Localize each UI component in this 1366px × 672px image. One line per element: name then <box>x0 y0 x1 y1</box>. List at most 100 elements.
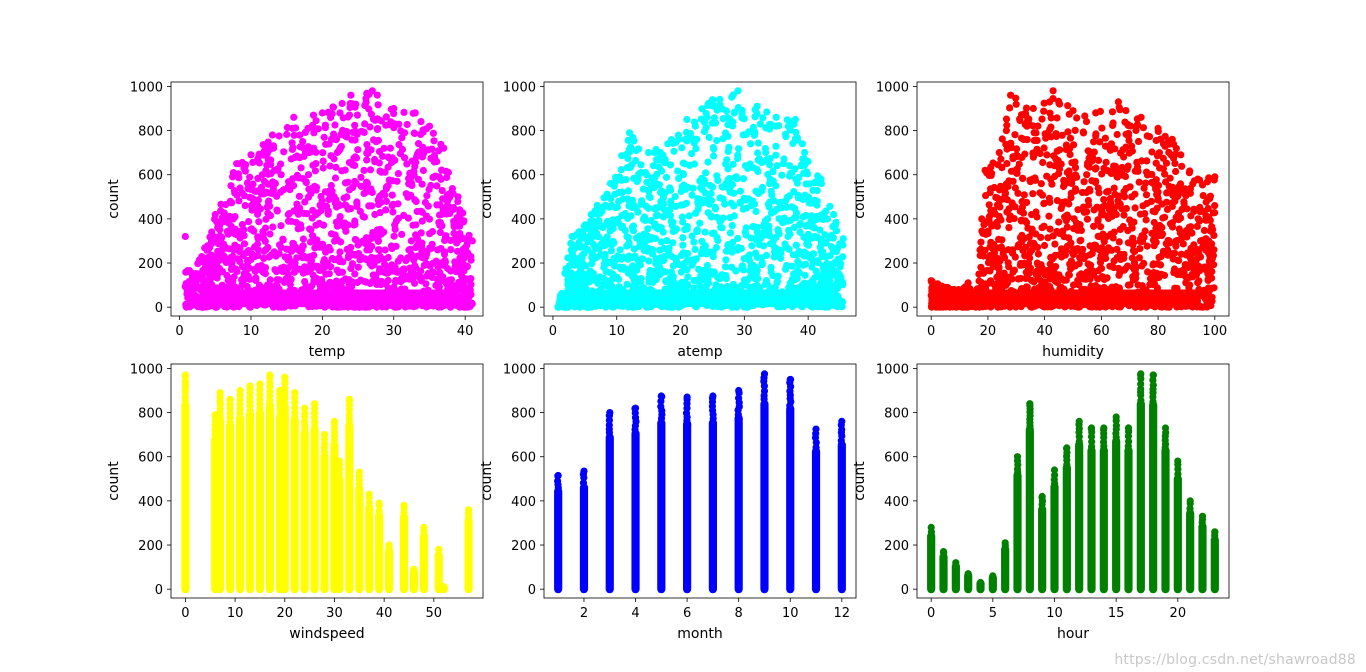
humidity-point <box>1043 151 1051 159</box>
humidity-point <box>1197 237 1205 245</box>
atemp-point <box>577 257 585 265</box>
temp-point <box>301 278 309 286</box>
atemp-point <box>801 148 809 157</box>
atemp-point <box>817 279 825 287</box>
atemp-point <box>701 176 709 185</box>
humidity-point <box>934 290 942 298</box>
humidity-point <box>1018 203 1027 211</box>
temp-ytick-label: 400 <box>138 213 163 228</box>
temp-point <box>297 164 305 172</box>
atemp-point <box>749 265 757 273</box>
temp-point <box>417 118 425 126</box>
humidity-envelope-point <box>1137 113 1145 121</box>
humidity-point <box>1079 203 1088 211</box>
atemp-envelope-point <box>753 102 761 110</box>
atemp-point <box>630 245 639 253</box>
temp-point <box>357 276 365 284</box>
humidity-point <box>1097 264 1106 272</box>
temp-point <box>387 118 395 126</box>
atemp-envelope-point <box>734 87 742 95</box>
atemp-point <box>786 172 794 180</box>
atemp-point <box>802 211 810 220</box>
atemp-point <box>719 183 727 191</box>
atemp-point <box>618 188 627 196</box>
temp-point <box>240 232 248 240</box>
atemp-point <box>669 227 677 236</box>
humidity-point <box>1168 219 1176 227</box>
humidity-point <box>1094 184 1102 192</box>
temp-point <box>398 134 406 142</box>
temp-point <box>263 149 271 157</box>
humidity-point <box>1110 257 1118 265</box>
humidity-point <box>993 194 1001 202</box>
temp-point <box>309 184 317 192</box>
humidity-point <box>1058 131 1066 139</box>
temp-point <box>277 188 285 196</box>
humidity-point <box>1098 170 1106 178</box>
humidity-point <box>1152 185 1160 193</box>
temp-point <box>199 277 207 285</box>
atemp-point <box>610 239 618 247</box>
windspeed-points <box>181 371 473 594</box>
atemp-point <box>661 159 669 167</box>
atemp-point <box>781 240 789 248</box>
humidity-point <box>1041 271 1049 279</box>
temp-envelope-point <box>247 151 255 159</box>
temp-point <box>331 237 339 245</box>
temp-point <box>329 103 338 111</box>
humidity-point <box>1065 270 1073 279</box>
humidity-point <box>1076 237 1084 245</box>
humidity-point <box>1109 119 1117 127</box>
humidity-point <box>1158 200 1166 208</box>
humidity-point <box>1010 266 1019 274</box>
humidity-point <box>1187 223 1195 231</box>
humidity-point <box>1018 111 1026 119</box>
atemp-point <box>624 214 632 222</box>
atemp-point <box>745 283 753 291</box>
atemp-point <box>717 283 725 291</box>
humidity-point <box>1107 198 1115 206</box>
temp-point <box>240 164 248 172</box>
atemp-point <box>749 164 757 172</box>
atemp-point <box>611 190 619 198</box>
humidity-point <box>1052 155 1060 163</box>
humidity-point <box>1001 189 1010 197</box>
atemp-point <box>678 213 687 221</box>
humidity-point <box>1064 102 1072 110</box>
atemp-point <box>800 252 808 260</box>
humidity-point <box>1002 127 1011 135</box>
humidity-point <box>1040 199 1048 207</box>
temp-point <box>260 254 268 262</box>
temp-point <box>285 210 293 218</box>
humidity-point <box>1061 213 1069 221</box>
humidity-point <box>1121 118 1129 126</box>
humidity-points <box>927 87 1219 311</box>
atemp-point <box>767 263 775 272</box>
humidity-point <box>1194 215 1202 223</box>
temp-point <box>198 283 206 291</box>
humidity-point <box>1047 175 1055 184</box>
atemp-point <box>756 120 764 128</box>
atemp-point <box>711 205 720 213</box>
temp-point <box>415 148 423 156</box>
temp-point <box>412 264 420 272</box>
temp-point <box>327 181 335 190</box>
atemp-point <box>593 275 601 283</box>
humidity-envelope-point <box>1049 87 1057 95</box>
temp-point <box>339 114 347 122</box>
atemp-point <box>775 230 783 238</box>
humidity-point <box>1053 147 1061 155</box>
humidity-point <box>1118 170 1126 178</box>
temp-point <box>299 175 307 183</box>
humidity-point <box>1092 241 1100 249</box>
atemp-point <box>759 222 767 230</box>
humidity-point <box>1111 190 1119 198</box>
temp-point <box>357 254 365 262</box>
humidity-point <box>1026 249 1034 257</box>
temp-point <box>234 170 242 178</box>
atemp-point <box>562 270 570 278</box>
temp-point <box>277 222 285 230</box>
humidity-point <box>1066 134 1075 142</box>
humidity-point <box>1152 136 1160 145</box>
atemp-point <box>718 105 726 113</box>
